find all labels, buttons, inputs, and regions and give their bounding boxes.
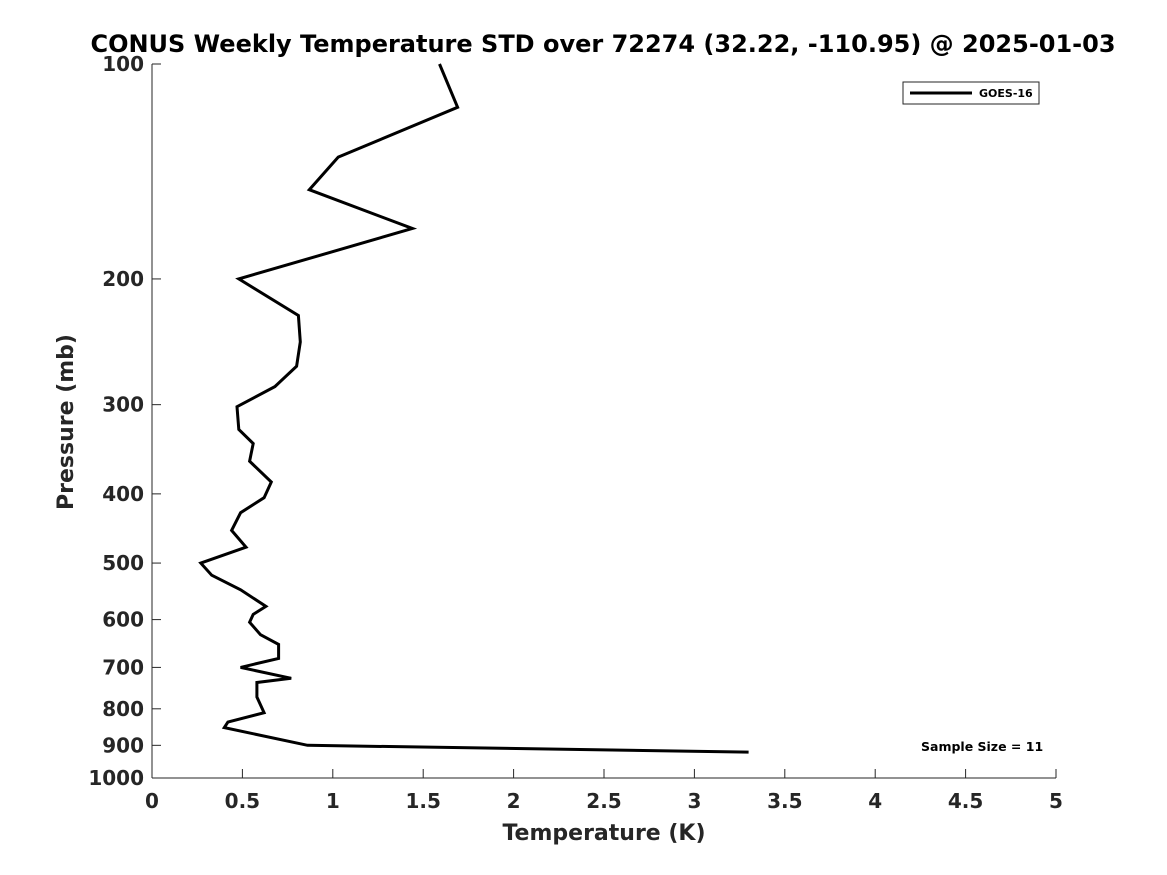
x-tick-label: 5 [1049,789,1063,813]
x-tick-label: 1 [326,789,340,813]
x-tick-label: 3 [687,789,701,813]
x-tick-label: 0 [145,789,159,813]
y-tick-label: 900 [102,733,144,757]
x-tick-label: 4.5 [948,789,983,813]
x-tick-label: 1.5 [405,789,440,813]
sample-size-annotation: Sample Size = 11 [921,739,1043,754]
y-tick-label: 800 [102,697,144,721]
legend: GOES-16 [902,81,1040,105]
y-tick-label: 400 [102,482,144,506]
x-tick-label: 4 [868,789,882,813]
y-tick-label: 500 [102,551,144,575]
y-tick-label: 600 [102,608,144,632]
y-ticks: 100 200 300 400 500 600 700 800 900 1000 [88,52,161,790]
y-tick-label: 200 [102,267,144,291]
y-tick-label: 1000 [88,766,144,790]
y-tick-label: 100 [102,52,144,76]
y-axis-label: Pressure (mb) [54,334,79,510]
legend-label-goes-16: GOES-16 [979,87,1033,100]
chart-title: CONUS Weekly Temperature STD over 72274 … [90,30,1115,58]
x-axis-label: Temperature (K) [502,821,705,846]
x-tick-label: 0.5 [225,789,260,813]
x-tick-label: 3.5 [767,789,802,813]
series-line-goes-16 [198,63,749,754]
plot-area [151,64,1056,779]
y-tick-label: 300 [102,393,144,417]
y-tick-label: 700 [102,655,144,679]
x-ticks: 0 0.5 1 1.5 2 2.5 3 3.5 4 4.5 5 [145,769,1063,813]
x-tick-label: 2 [507,789,521,813]
x-tick-label: 2.5 [586,789,621,813]
series-layer [198,63,749,754]
